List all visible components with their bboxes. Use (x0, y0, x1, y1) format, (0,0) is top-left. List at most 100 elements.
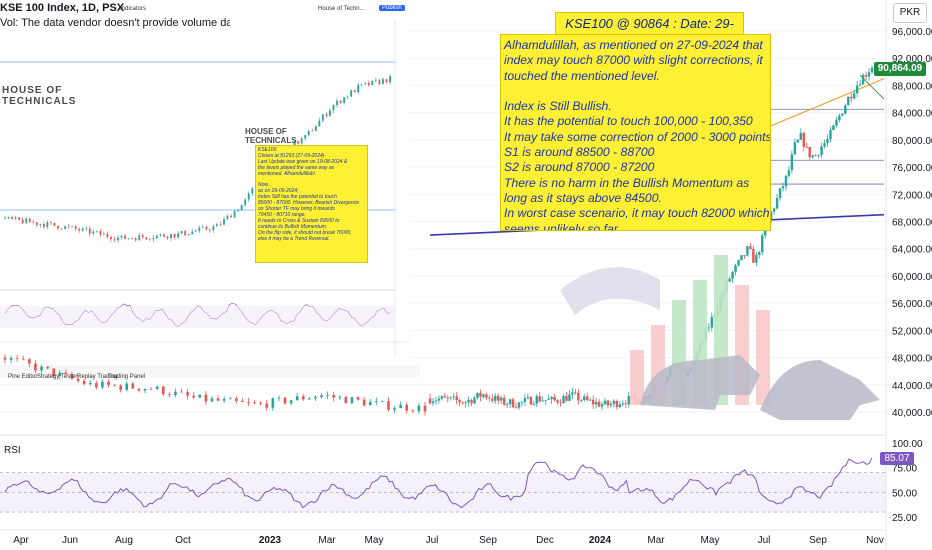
candle-body (479, 392, 482, 397)
candle-body (574, 392, 577, 394)
candle-body (458, 400, 461, 403)
candle-body (550, 396, 553, 400)
thumb-body (244, 199, 247, 205)
background-watermark (560, 255, 880, 420)
candle-body (743, 255, 746, 256)
candle-body (494, 396, 497, 401)
chart-title: KSE 100 Index, 1D, PSX (0, 2, 125, 14)
thumb-body (46, 222, 49, 228)
thumb-body (106, 233, 109, 237)
candle-body (168, 394, 171, 396)
last-price-tag: 90,864.09 (874, 62, 926, 76)
candle-body (826, 139, 829, 144)
thumb-body (85, 228, 88, 230)
price-tick-label: 60,000.00 (892, 272, 932, 283)
candle-body (247, 401, 250, 403)
candle-body (817, 154, 820, 156)
price-tick-label: 92,000.00 (892, 54, 932, 65)
thumb-body (71, 226, 74, 227)
candle-body (476, 392, 479, 398)
logo-line-2: TECHNICALS (2, 96, 77, 107)
time-tick-label: Apr (13, 535, 29, 546)
thumb-body (11, 216, 13, 219)
candle-body (858, 84, 862, 86)
thumb-body (353, 90, 356, 92)
candle-body (70, 374, 74, 379)
thumb-body (180, 231, 183, 234)
note-line: seems unlikely so far. (504, 221, 621, 231)
currency-button[interactable]: PKR (893, 3, 927, 23)
thumb-body (95, 231, 98, 232)
candle-body (823, 143, 826, 147)
thumb-body (152, 238, 155, 240)
indicators-button[interactable]: Indicators (120, 6, 147, 12)
channel-line (769, 78, 885, 127)
candle-body (556, 400, 559, 403)
thumb-body (25, 218, 28, 224)
candle-body (870, 67, 874, 73)
candle-body (811, 155, 814, 158)
thumb-body (360, 83, 363, 85)
thumb-body (124, 235, 126, 239)
thumb-body (39, 224, 42, 225)
thumb-body (127, 238, 130, 239)
inner-note-line: Now... (258, 182, 272, 189)
inner-note-line: 85000 - 87000. However, Bearish Divergen… (258, 200, 359, 207)
rsi-panel: 100.00 75.00 50.00 25.00 RSI (0, 434, 923, 524)
note-line: In worst case scenario, it may touch 820… (504, 206, 770, 221)
candle-body (832, 125, 835, 130)
candle-body (446, 397, 449, 399)
candle-body (526, 397, 530, 399)
layout-name[interactable]: House of Techn... (318, 6, 365, 12)
candle-body (497, 396, 500, 401)
price-tick-label: 88,000.00 (892, 81, 932, 92)
thumb-body (201, 226, 204, 228)
candle-body (9, 357, 13, 360)
candle-body (775, 197, 779, 209)
candle-body (332, 395, 335, 398)
trading-panel-tab[interactable]: Trading Panel (108, 374, 146, 380)
candle-body (731, 271, 734, 279)
thumb-body (325, 114, 328, 116)
rsi-tick-label: 50.00 (892, 488, 917, 499)
candle-body (772, 208, 776, 212)
candle-body (216, 398, 220, 401)
thumb-body (117, 237, 119, 241)
candle-body (844, 105, 847, 114)
candle-body (491, 398, 494, 401)
time-tick-label: Sep (809, 535, 827, 546)
thumb-body (110, 236, 112, 240)
thumb-body (223, 218, 225, 225)
pine-editor-tab[interactable]: Pine Editor (8, 374, 38, 380)
thumb-body (148, 238, 151, 240)
candle-body (76, 378, 80, 381)
watermark-bar (630, 350, 644, 405)
candle-body (734, 265, 737, 272)
inner-note-line: 79450 - 80710 range. (258, 211, 306, 218)
candle-body (143, 388, 147, 391)
publish-button[interactable]: Publish (379, 5, 405, 11)
candle-body (790, 154, 794, 171)
candle-body (855, 85, 859, 94)
thumb-body (138, 235, 141, 241)
candle-body (594, 401, 598, 405)
candle-body (289, 400, 293, 404)
thumb-body (57, 225, 59, 229)
candle-body (301, 396, 305, 400)
candle-body (64, 372, 68, 375)
candle-body (443, 396, 447, 398)
strategy-tester-tab[interactable]: Strategy Tester (37, 374, 78, 380)
candle-body (547, 399, 550, 400)
time-tick-label: May (701, 535, 720, 546)
candle-body (624, 403, 627, 405)
candle-body (559, 402, 562, 404)
candle-body (344, 396, 348, 404)
thumb-body (67, 226, 70, 227)
price-tick-label: 44,000.00 (892, 381, 932, 392)
candle-body (431, 401, 435, 404)
rsi-tick-label: 75.00 (892, 464, 917, 475)
logo-line-1: HOUSE OF (2, 85, 63, 96)
thumb-body (389, 76, 391, 83)
replay-trading-tab[interactable]: Replay Trading (77, 374, 118, 380)
candle-body (565, 396, 568, 401)
